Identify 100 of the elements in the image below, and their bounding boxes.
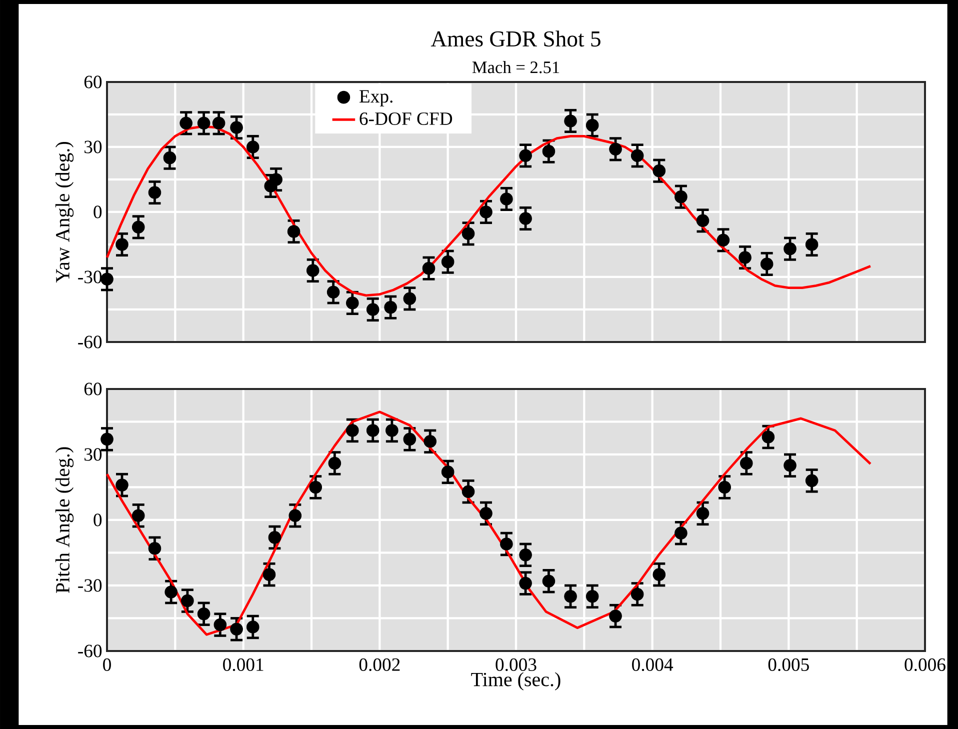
point [718,480,731,494]
point [630,149,644,162]
point [462,485,475,498]
point [326,286,340,299]
point [180,116,192,130]
point [287,225,300,238]
point [230,121,243,134]
point [674,190,688,204]
point [462,227,475,240]
point [519,576,532,590]
y-tick-label: 0 [94,206,102,218]
point [519,212,532,225]
legend-label: 6-DOF CFD [360,112,452,125]
x-tick-label: 0.004 [632,658,674,672]
legend-label: Exp. [359,90,392,106]
point [424,434,437,448]
point [542,144,556,158]
x-tick-label: 0.005 [768,658,809,672]
point [262,568,276,581]
point [346,296,359,310]
point [230,622,243,636]
point [542,574,556,588]
point [609,610,622,622]
y-tick-label: -30 [78,270,102,284]
point [386,424,398,437]
point [346,424,359,437]
point [805,474,818,488]
x-axis-title: Time (sec.) [471,672,560,690]
point [268,531,282,544]
x-tick-label: 0.006 [904,658,946,672]
point [716,234,730,247]
x-tick-label: 0.001 [223,658,264,672]
point [246,140,260,154]
point [696,214,710,228]
point [366,424,380,437]
y-tick-label: 30 [84,448,102,461]
chart-title: Ames GDR Shot 5 [430,30,600,47]
x-tick-label: 0.003 [496,658,536,672]
point [100,272,114,286]
chart-subtitle: Mach = 2.51 [472,61,560,74]
point [564,114,577,128]
point [403,292,416,306]
point [422,262,436,275]
point [564,590,577,603]
x-tick-label: 0 [103,658,111,671]
point [630,588,644,601]
point [784,458,796,472]
point [328,456,342,470]
point [500,192,513,206]
point [696,507,710,520]
point [197,116,210,130]
point [480,206,492,218]
point [181,594,194,608]
point [760,258,774,270]
point [163,151,176,164]
point [214,618,227,632]
point [164,586,178,598]
point [309,480,322,494]
x-tick-label: 0.002 [359,658,400,672]
point [441,255,454,268]
y-tick-label: -30 [78,579,102,592]
y-tick-label: 60 [84,382,102,396]
point [403,432,416,446]
point [586,118,599,132]
point [148,542,162,555]
y-tick-label: -60 [78,644,102,658]
y-axis-title: Yaw Angle (deg.) [55,142,74,283]
point [480,507,492,520]
point [116,238,128,251]
point [740,456,753,470]
point [441,466,454,478]
y-tick-label: 0 [94,514,102,526]
point [212,116,226,130]
line-series [106,410,872,636]
y-tick-label: 30 [84,140,102,154]
point [116,478,128,492]
point [762,430,775,444]
point [519,149,532,162]
point [197,607,210,620]
point [519,548,532,562]
point [674,526,688,540]
point [306,264,320,277]
point [132,220,145,234]
point [100,432,114,446]
y-axis-title: Pitch Angle (deg.) [55,447,74,593]
point [652,568,666,581]
point [738,251,752,264]
y-tick-label: 60 [84,76,102,88]
point [132,509,145,522]
y-tick-label: -60 [78,336,102,348]
point [609,142,622,156]
point [500,538,513,550]
point [805,238,818,251]
point [148,186,162,199]
point [246,620,260,634]
point [384,300,397,314]
point [288,509,302,522]
point [586,590,599,603]
point [366,303,380,316]
point [784,242,796,256]
